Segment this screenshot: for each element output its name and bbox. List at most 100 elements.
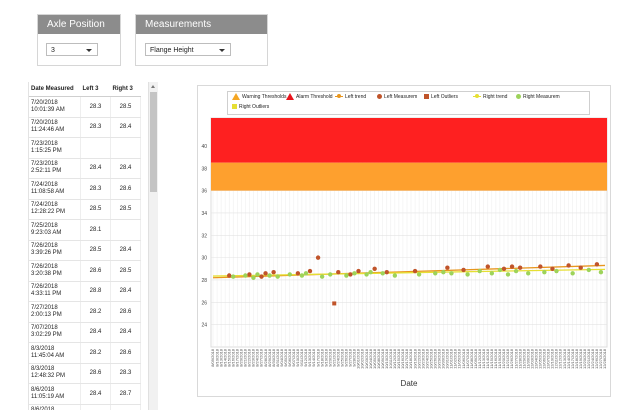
cell-date: 7/27/2018 2:00:13 PM xyxy=(29,301,81,323)
table-row[interactable]: 8/3/2018 11:45:04 AM 28.2 28.6 xyxy=(29,342,141,364)
axle-position-panel: Axle Position 3 xyxy=(37,14,121,66)
measurement-point xyxy=(231,274,236,279)
legend-item[interactable]: Left Outliers xyxy=(424,93,458,101)
cell-left: 28.1 xyxy=(80,219,111,241)
table-row[interactable]: 7/26/2018 3:20:38 PM 28.6 28.5 xyxy=(29,260,141,282)
x-axis-title: Date xyxy=(401,379,418,388)
measurement-point xyxy=(485,264,490,269)
legend-label: Right Outliers xyxy=(239,104,270,110)
x-tick-label: 11/21/2018 xyxy=(505,348,510,368)
x-tick-label: 10/10/2018 xyxy=(384,348,389,369)
scroll-up-icon[interactable] xyxy=(151,85,155,88)
table-row[interactable]: 7/20/2018 10:01:39 AM 28.3 28.5 xyxy=(29,96,141,118)
cell-left: 28.3 xyxy=(80,178,111,200)
table-row[interactable]: 7/26/2018 3:39:26 PM 28.5 28.4 xyxy=(29,240,141,261)
dot-icon xyxy=(516,94,521,100)
table-row[interactable]: 7/24/2018 12:28:22 PM 28.5 28.5 xyxy=(29,199,141,220)
axle-position-value: 3 xyxy=(51,47,55,54)
legend-item[interactable]: Left Measurem xyxy=(377,93,417,101)
table-row[interactable]: 7/24/2018 11:08:58 AM 28.3 28.6 xyxy=(29,178,141,200)
x-tick-label: 12/28/2018 xyxy=(602,348,607,369)
x-tick-label: 10/31/2018 xyxy=(445,348,450,369)
measurement-point xyxy=(303,271,309,276)
x-tick-label: 8/28/2018 xyxy=(263,348,268,367)
x-tick-label: 10/11/2018 xyxy=(388,348,393,368)
x-tick-label: 8/21/2018 xyxy=(243,348,248,367)
x-tick-label: 10/16/2018 xyxy=(400,348,405,369)
x-tick-label: 9/13/2018 xyxy=(307,348,312,367)
measurement-point xyxy=(336,269,341,275)
legend-item[interactable]: Right Outliers xyxy=(232,103,269,111)
y-tick-label: 28 xyxy=(201,278,207,284)
table-row[interactable]: 7/23/2018 1:15:25 PM xyxy=(29,137,141,159)
measurement-point xyxy=(594,262,600,267)
legend-item[interactable]: Right trend xyxy=(473,93,507,101)
column-header-left[interactable]: Left 3 xyxy=(80,82,111,97)
legend-item[interactable]: Warning Thresholds xyxy=(232,93,286,101)
measurements-select[interactable]: Flange Height xyxy=(145,43,231,56)
legend-label: Left Measurem xyxy=(384,94,418,100)
x-tick-label: 8/16/2018 xyxy=(230,348,235,367)
table-row[interactable]: 7/23/2018 2:52:11 PM 28.4 28.4 xyxy=(29,158,141,179)
x-tick-label: 10/18/2018 xyxy=(408,348,413,369)
x-tick-label: 12/27/2018 xyxy=(598,348,603,369)
y-tick-label: 34 xyxy=(201,211,207,217)
legend-item[interactable]: Right Measurem xyxy=(516,93,560,101)
x-tick-label: 12/11/2018 xyxy=(554,348,559,368)
x-tick-label: 8/24/2018 xyxy=(255,348,260,367)
chart-panel: Warning Thresholds Alarm Threshold Left tr… xyxy=(197,85,611,397)
trend-chart: 24 26 28 30 32 34 36 38 40 8/09/2018 8/10/2018 8/13… xyxy=(201,117,608,388)
cell-left: 28.3 xyxy=(80,96,111,118)
x-tick-label: 12/06/2018 xyxy=(542,348,547,369)
table-row[interactable]: 7/07/2018 3:02:29 PM 28.4 28.4 xyxy=(29,322,141,343)
axle-position-select[interactable]: 3 xyxy=(46,43,98,56)
measurement-point xyxy=(554,268,559,274)
x-tick-label: 12/21/2018 xyxy=(586,348,591,369)
column-header-date[interactable]: Date Measured xyxy=(29,82,81,97)
cell-left: 28.8 xyxy=(80,281,111,302)
cell-right: 28.7 xyxy=(110,383,141,405)
x-tick-label: 9/18/2018 xyxy=(319,348,324,367)
cell-date: 7/26/2018 3:20:38 PM xyxy=(29,260,81,282)
triangle-icon xyxy=(232,93,240,101)
table-scrollbar[interactable] xyxy=(148,82,158,410)
x-tick-label: 12/05/2018 xyxy=(538,348,543,369)
x-tick-label: 12/26/2018 xyxy=(594,348,599,369)
table-row[interactable]: 7/26/2018 4:33:11 PM 28.8 28.4 xyxy=(29,281,141,302)
x-tick-label: 8/31/2018 xyxy=(275,348,280,367)
legend-label: Right Measurem xyxy=(523,94,560,100)
measurement-point xyxy=(247,272,252,277)
x-tick-label: 10/08/2018 xyxy=(376,348,381,369)
cell-date: 7/23/2018 2:52:11 PM xyxy=(29,158,81,179)
measurement-point xyxy=(477,268,482,274)
table-row[interactable]: 7/20/2018 11:24:46 AM 28.3 28.4 xyxy=(29,117,141,138)
table-row[interactable]: 8/3/2018 12:48:32 PM 28.6 28.3 xyxy=(29,363,141,384)
x-tick-label: 12/04/2018 xyxy=(533,348,538,369)
x-tick-label: 10/26/2018 xyxy=(432,348,437,369)
cell-right: 28.5 xyxy=(110,260,141,282)
cell-date: 8/6/2018 12:37:57 PM xyxy=(29,404,81,410)
x-tick-label: 11/16/2018 xyxy=(493,348,498,368)
x-tick-label: 11/08/2018 xyxy=(469,348,474,368)
scrollbar-thumb[interactable] xyxy=(150,92,157,192)
table-row[interactable]: 7/25/2018 9:23:03 AM 28.1 xyxy=(29,219,141,241)
table-row[interactable]: 8/6/2018 11:05:19 AM 28.4 28.7 xyxy=(29,383,141,405)
legend-item[interactable]: Alarm Threshold xyxy=(286,93,333,101)
table-row[interactable]: 7/27/2018 2:00:13 PM 28.2 28.6 xyxy=(29,301,141,323)
measurement-point xyxy=(586,267,592,273)
legend-item[interactable]: Left trend xyxy=(335,93,366,101)
dot-icon xyxy=(377,94,382,100)
measurement-point xyxy=(299,273,305,278)
x-tick-label: 11/20/2018 xyxy=(501,348,506,368)
measurement-point xyxy=(364,272,369,277)
y-tick-label: 38 xyxy=(201,166,207,172)
x-tick-label: 11/02/2018 xyxy=(453,348,458,368)
cell-left: 28.3 xyxy=(80,117,111,138)
column-header-right[interactable]: Right 3 xyxy=(110,82,141,97)
cell-date: 7/26/2018 4:33:11 PM xyxy=(29,281,81,302)
x-tick-label: 10/24/2018 xyxy=(424,348,429,369)
measurement-point xyxy=(433,271,438,276)
legend-label: Left Outliers xyxy=(431,94,458,100)
x-tick-label: 9/10/2018 xyxy=(295,348,300,367)
